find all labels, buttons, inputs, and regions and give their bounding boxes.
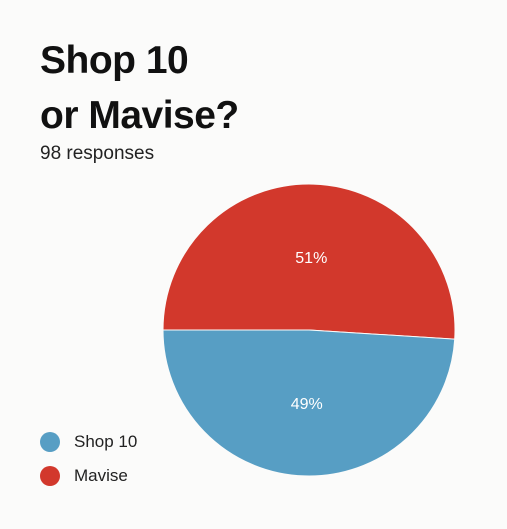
- legend-swatch-shop-10: [40, 432, 60, 452]
- pie-label-mavise: 51%: [295, 250, 327, 267]
- legend-label-shop-10: Shop 10: [74, 432, 137, 452]
- pie-label-shop-10: 49%: [291, 396, 323, 413]
- legend-label-mavise: Mavise: [74, 466, 128, 486]
- chart-legend: Shop 10 Mavise: [40, 427, 137, 495]
- legend-swatch-mavise: [40, 466, 60, 486]
- legend-item-shop-10: Shop 10: [40, 427, 137, 457]
- legend-item-mavise: Mavise: [40, 461, 137, 491]
